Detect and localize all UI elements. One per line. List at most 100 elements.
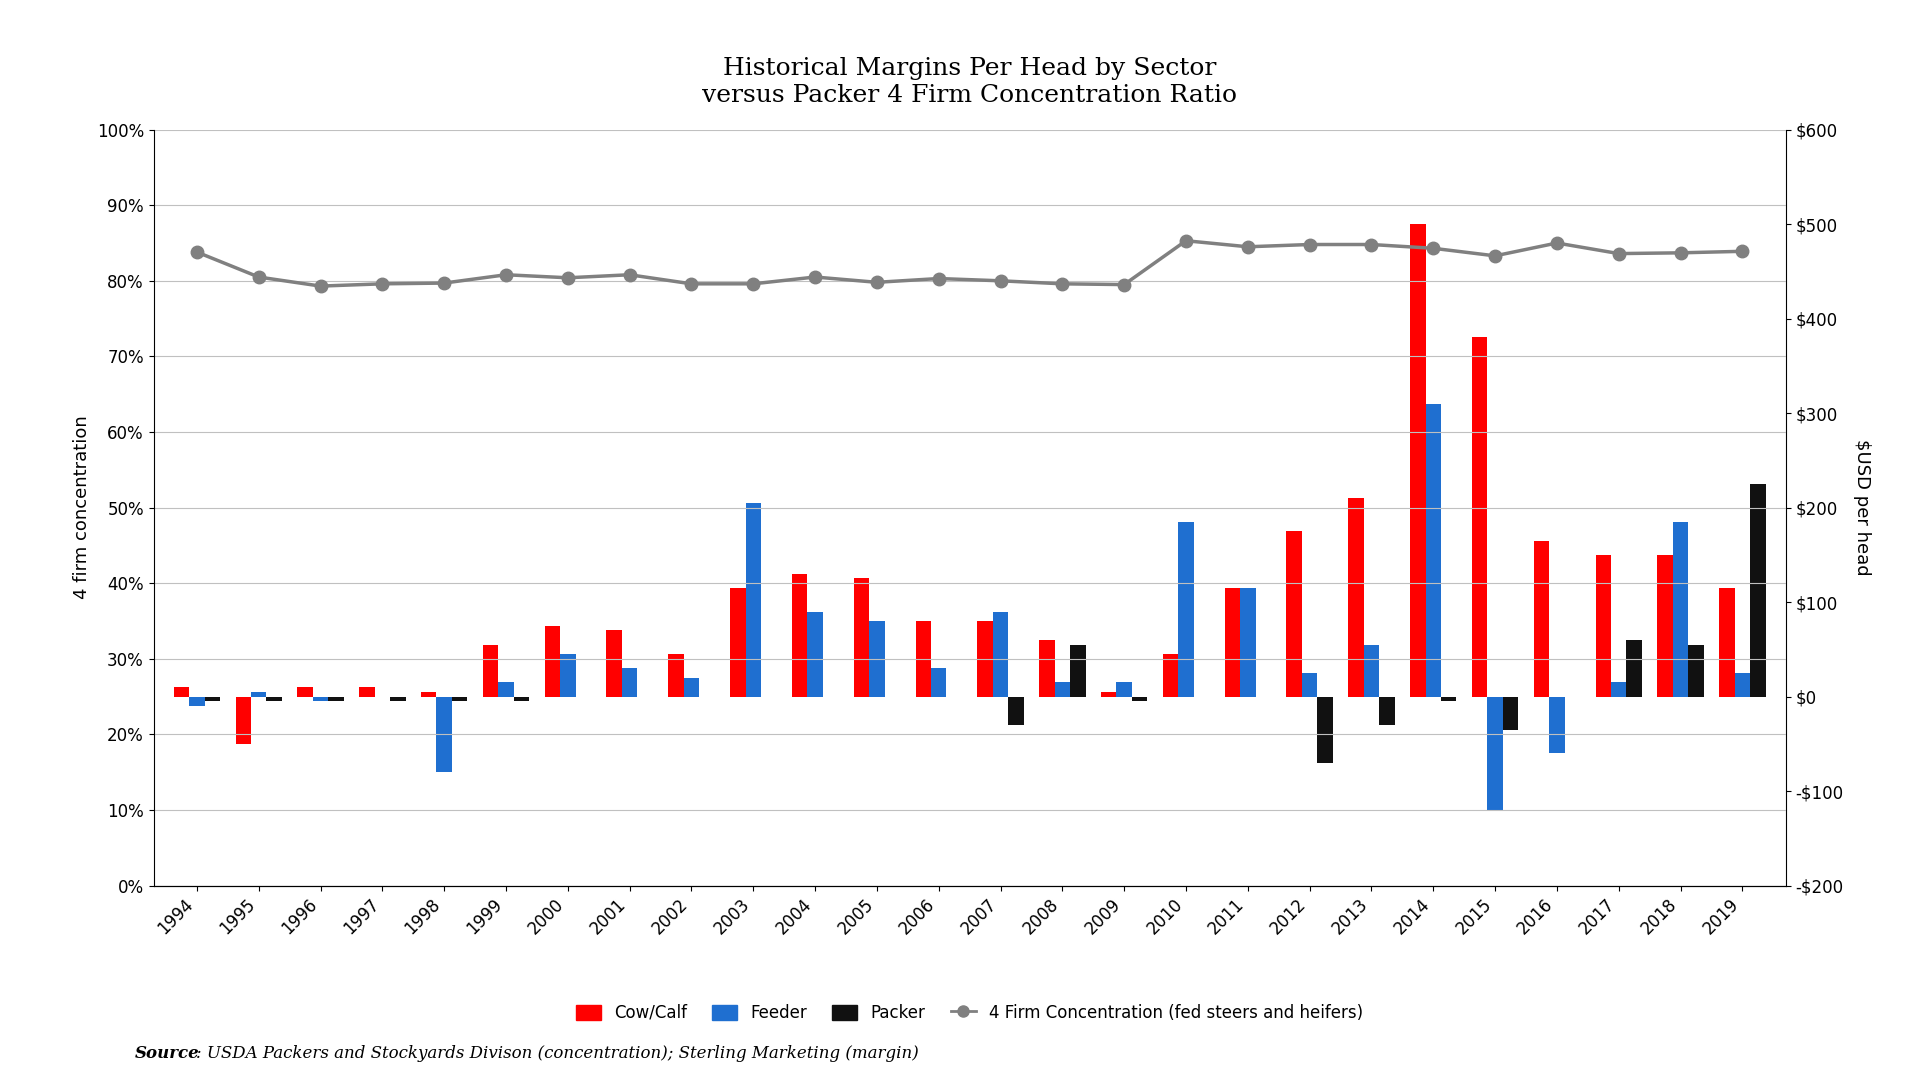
Bar (1008, 697, 1023, 725)
Bar (173, 687, 190, 697)
Bar (1611, 683, 1626, 697)
Bar (745, 503, 760, 697)
Bar (622, 669, 637, 697)
Bar (1100, 692, 1116, 697)
Bar (1688, 645, 1703, 697)
4 Firm Concentration (fed steers and heifers) (186, 245, 209, 258)
4 Firm Concentration (fed steers and heifers) (1546, 237, 1569, 249)
Bar (1672, 522, 1688, 697)
Bar (313, 697, 328, 701)
4 Firm Concentration (fed steers and heifers) (1730, 245, 1753, 258)
Bar (1054, 683, 1069, 697)
4 Firm Concentration (fed steers and heifers) (618, 268, 641, 281)
Bar (1225, 588, 1240, 697)
Bar (545, 625, 561, 697)
Bar (1039, 639, 1054, 697)
Bar (1240, 588, 1256, 697)
Line: 4 Firm Concentration (fed steers and heifers): 4 Firm Concentration (fed steers and hei… (190, 234, 1749, 293)
Bar (1179, 522, 1194, 697)
4 Firm Concentration (fed steers and heifers) (989, 274, 1012, 287)
Bar (854, 579, 870, 697)
4 Firm Concentration (fed steers and heifers) (1112, 278, 1135, 291)
Title: Historical Margins Per Head by Sector
versus Packer 4 Firm Concentration Ratio: Historical Margins Per Head by Sector ve… (703, 57, 1236, 107)
4 Firm Concentration (fed steers and heifers) (248, 270, 271, 283)
Bar (1749, 484, 1766, 697)
Bar (1549, 697, 1565, 754)
4 Firm Concentration (fed steers and heifers) (1607, 247, 1630, 260)
Bar (436, 697, 451, 772)
Bar (1348, 498, 1363, 697)
Bar (451, 697, 467, 701)
Bar (1133, 697, 1148, 701)
Bar (931, 669, 947, 697)
4 Firm Concentration (fed steers and heifers) (927, 272, 950, 285)
Bar (190, 697, 205, 706)
Bar (684, 678, 699, 697)
Bar (806, 611, 824, 697)
Bar (1626, 639, 1642, 697)
Bar (252, 692, 267, 697)
Bar (1379, 697, 1394, 725)
Bar (1286, 531, 1302, 697)
Bar (482, 645, 497, 697)
Bar (1657, 555, 1672, 697)
Bar (1116, 683, 1133, 697)
Bar (298, 687, 313, 697)
Bar (916, 621, 931, 697)
4 Firm Concentration (fed steers and heifers) (1175, 234, 1198, 247)
Bar (1409, 225, 1425, 697)
Bar (1734, 673, 1749, 697)
4 Firm Concentration (fed steers and heifers) (1298, 238, 1321, 251)
Bar (1164, 654, 1179, 697)
Bar (1473, 337, 1488, 697)
4 Firm Concentration (fed steers and heifers) (1050, 278, 1073, 291)
Bar (359, 687, 374, 697)
Legend: Cow/Calf, Feeder, Packer, 4 Firm Concentration (fed steers and heifers): Cow/Calf, Feeder, Packer, 4 Firm Concent… (570, 997, 1369, 1028)
Bar (1069, 645, 1085, 697)
Bar (515, 697, 530, 701)
Bar (267, 697, 282, 701)
4 Firm Concentration (fed steers and heifers) (371, 278, 394, 291)
Bar (1488, 697, 1503, 810)
Bar (791, 573, 806, 697)
Bar (993, 611, 1008, 697)
4 Firm Concentration (fed steers and heifers) (1236, 240, 1260, 253)
Bar (561, 654, 576, 697)
4 Firm Concentration (fed steers and heifers) (1421, 242, 1444, 255)
4 Firm Concentration (fed steers and heifers) (557, 271, 580, 284)
4 Firm Concentration (fed steers and heifers) (1484, 249, 1507, 262)
4 Firm Concentration (fed steers and heifers) (495, 268, 518, 281)
Bar (328, 697, 344, 701)
Text: : USDA Packers and Stockyards Divison (concentration); Sterling Marketing (margi: : USDA Packers and Stockyards Divison (c… (196, 1044, 918, 1062)
Bar (205, 697, 221, 701)
Bar (1503, 697, 1519, 730)
Bar (1534, 541, 1549, 697)
Bar (420, 692, 436, 697)
Bar (1363, 645, 1379, 697)
Bar (497, 683, 515, 697)
4 Firm Concentration (fed steers and heifers) (804, 270, 828, 283)
Bar (730, 588, 745, 697)
Bar (236, 697, 252, 744)
4 Firm Concentration (fed steers and heifers) (866, 275, 889, 288)
4 Firm Concentration (fed steers and heifers) (1668, 246, 1692, 259)
4 Firm Concentration (fed steers and heifers) (1359, 238, 1382, 251)
Y-axis label: 4 firm concentration: 4 firm concentration (73, 416, 90, 599)
4 Firm Concentration (fed steers and heifers) (309, 280, 332, 293)
Bar (1425, 404, 1442, 697)
Bar (977, 621, 993, 697)
Bar (870, 621, 885, 697)
Bar (1302, 673, 1317, 697)
Y-axis label: $USD per head: $USD per head (1853, 440, 1872, 576)
Bar (1596, 555, 1611, 697)
Bar (1317, 697, 1332, 762)
Bar (1718, 588, 1734, 697)
Text: Source: Source (134, 1044, 200, 1062)
Bar (668, 654, 684, 697)
Bar (607, 631, 622, 697)
4 Firm Concentration (fed steers and heifers) (741, 278, 764, 291)
Bar (1442, 697, 1457, 701)
Bar (390, 697, 405, 701)
4 Firm Concentration (fed steers and heifers) (680, 278, 703, 291)
4 Firm Concentration (fed steers and heifers) (432, 276, 455, 289)
